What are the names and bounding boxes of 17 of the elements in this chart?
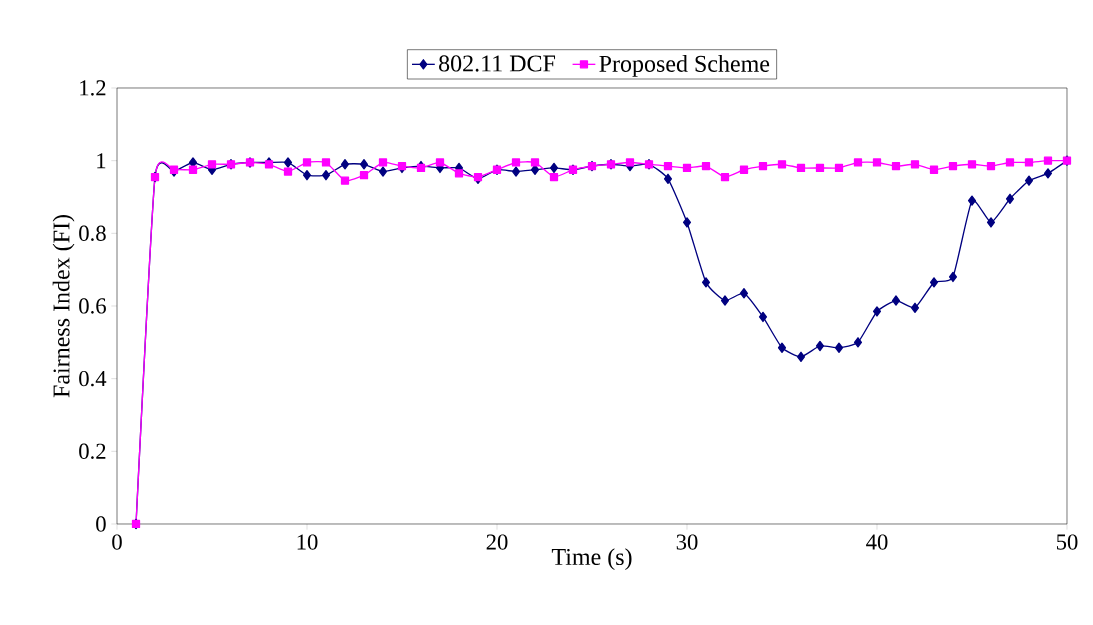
x-tick-label: 10	[297, 534, 318, 550]
y-tick-label: 1	[97, 153, 106, 169]
y-tick-label: 0	[96, 516, 106, 532]
x-tick-label: 20	[486, 534, 508, 550]
x-tick-label: 0	[112, 534, 122, 550]
y-tick-label: 1.2	[80, 80, 106, 96]
y-tick-label: 0.2	[79, 443, 106, 460]
legend-label: 802.11 DCF	[439, 55, 556, 72]
y-tick-label: 0.6	[79, 298, 106, 314]
y-tick-label: 0.8	[79, 225, 106, 242]
x-tick-label: 30	[676, 534, 698, 550]
x-axis-title: Time (s)	[551, 548, 632, 570]
y-axis-title: Fairness Index (FI)	[52, 215, 75, 398]
y-tick-label: 0.4	[79, 370, 107, 387]
legend-label: Proposed Scheme	[599, 55, 770, 77]
x-tick-label: 50	[1056, 534, 1078, 550]
x-tick-label: 40	[866, 534, 888, 550]
